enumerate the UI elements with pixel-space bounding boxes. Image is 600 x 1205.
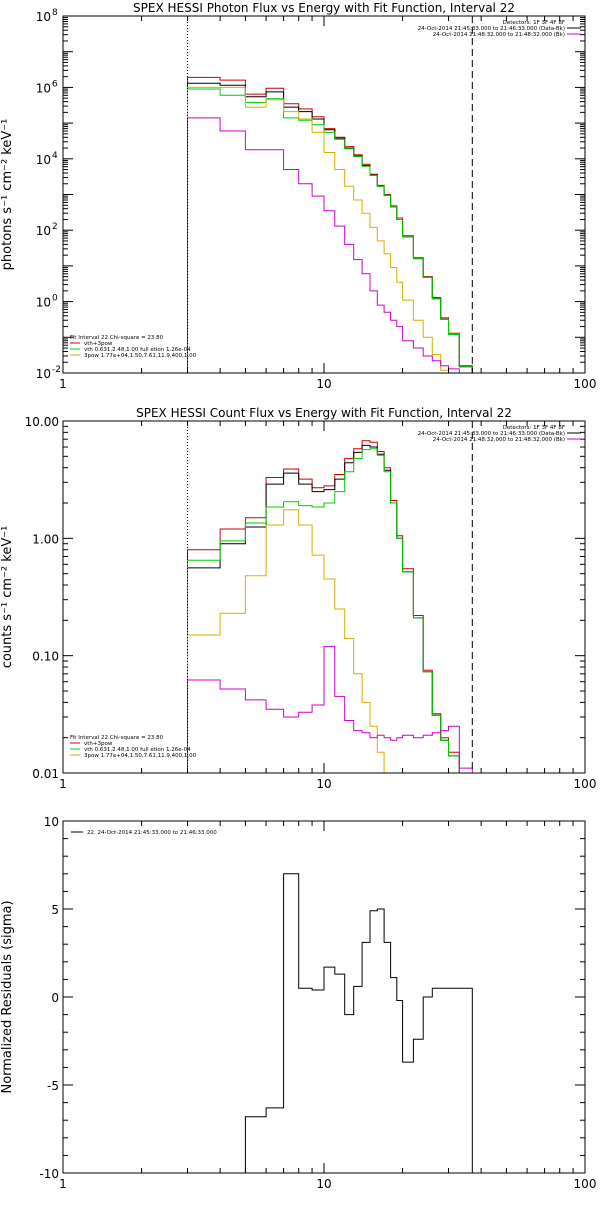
legend-header: Detectors: 1F 3F 4F 8F xyxy=(503,20,565,26)
legend-entry-label: vth 0.631,2.48,1.00 full etion 1.26e-04 xyxy=(84,347,191,353)
y-tick-exponent: 8 xyxy=(52,8,58,18)
plot-frame xyxy=(62,15,586,374)
series-bk xyxy=(187,645,473,773)
series-vth-3pow xyxy=(187,440,473,774)
panel-2: SPEX HESSI Count Flux vs Energy with Fit… xyxy=(0,406,596,791)
x-tick-label: 1 xyxy=(59,377,67,391)
y-tick-exponent: 0 xyxy=(52,294,58,304)
y-tick-exponent: -2 xyxy=(52,365,61,375)
legend-entry-label: vth+3pow xyxy=(84,741,113,747)
series-vth xyxy=(187,448,473,774)
y-tick-label: 0.10 xyxy=(32,650,59,664)
legend-entry-label: vth+3pow xyxy=(84,341,113,347)
y-tick-label: 10 xyxy=(36,10,51,24)
legend-header: Fit Interval 22 Chi-square = 23.80 xyxy=(70,335,164,341)
y-tick-label: 10 xyxy=(44,815,59,829)
series-data-bk xyxy=(187,444,473,774)
y-tick-label: -5 xyxy=(47,1079,59,1093)
y-tick-exponent: 4 xyxy=(52,151,58,161)
x-tick-label: 100 xyxy=(574,1177,597,1191)
x-tick-label: 10 xyxy=(316,377,331,391)
y-tick-label: 10 xyxy=(36,296,51,310)
x-tick-label: 10 xyxy=(316,1177,331,1191)
y-tick-exponent: 6 xyxy=(52,79,58,89)
legend-entry-label: 24-Oct-2014 21:48:32.000 to 21:48:32.000… xyxy=(433,437,565,443)
x-tick-label: 100 xyxy=(574,377,597,391)
x-tick-label: 10 xyxy=(316,777,331,791)
legend-entry-label: 3pow 1.77e+04,1.50,7.61,11.9,400,1.00 xyxy=(84,353,197,359)
panel-1: SPEX HESSI Photon Flux vs Energy with Fi… xyxy=(0,1,596,391)
y-tick-label: 10 xyxy=(36,81,51,95)
series-vth xyxy=(187,88,473,373)
series-data-bk xyxy=(187,82,473,373)
y-tick-label: 10 xyxy=(36,153,51,167)
y-axis-label: photons s⁻¹ cm⁻² keV⁻¹ xyxy=(0,119,15,271)
chart-title: SPEX HESSI Count Flux vs Energy with Fit… xyxy=(136,406,512,420)
y-axis-label: counts s⁻¹ cm⁻² keV⁻¹ xyxy=(0,526,15,669)
x-tick-label: 1 xyxy=(59,777,67,791)
legend-entry-label: 24-Oct-2014 21:45:33.000 to 21:46:33.000… xyxy=(418,431,565,437)
legend-header: Fit Interval 22 Chi-square = 23.80 xyxy=(70,735,164,741)
legend-entry-label: 24-Oct-2014 21:45:33.000 to 21:46:33.000… xyxy=(418,26,565,32)
y-tick-exponent: 2 xyxy=(52,222,58,232)
chart-title: SPEX HESSI Photon Flux vs Energy with Fi… xyxy=(133,1,515,15)
y-tick-label: 0 xyxy=(51,991,59,1005)
series-vth-3pow xyxy=(187,76,473,373)
series-3pow xyxy=(187,86,473,374)
legend-entry-label: 22. 24-Oct-2014 21:45:33.000 to 21:46:33… xyxy=(87,830,217,836)
series-3pow xyxy=(187,509,473,774)
y-tick-label: 1.00 xyxy=(32,532,59,546)
y-tick-label: 10 xyxy=(36,367,51,381)
series-bk xyxy=(187,117,473,374)
plot-frame xyxy=(62,820,586,1174)
y-tick-label: 10.00 xyxy=(25,415,59,429)
legend-entry-label: vth 0.631,2.48,1.00 full etion 1.26e-04 xyxy=(84,747,191,753)
y-tick-label: -10 xyxy=(39,1167,59,1181)
x-tick-label: 100 xyxy=(574,777,597,791)
legend-header: Detectors: 1F 3F 4F 8F xyxy=(503,425,565,431)
plot-frame xyxy=(62,420,586,774)
y-axis-label: Normalized Residuals (sigma) xyxy=(0,900,15,1093)
y-tick-label: 10 xyxy=(36,224,51,238)
series-22-24-oct-2014-21-45-33-000-to-21-46-33-000 xyxy=(187,873,473,1174)
y-tick-label: 5 xyxy=(51,903,59,917)
x-tick-label: 1 xyxy=(59,1177,67,1191)
legend-entry-label: 24-Oct-2014 21:48:32.000 to 21:48:32.000… xyxy=(433,32,565,38)
y-tick-label: 0.01 xyxy=(32,767,59,781)
panel-3: Normalized Residuals (sigma) 1 10 100 -10 -5 0… xyxy=(0,815,596,1191)
legend-entry-label: 3pow 1.77e+04,1.50,7.61,11.9,400,1.00 xyxy=(84,753,197,759)
